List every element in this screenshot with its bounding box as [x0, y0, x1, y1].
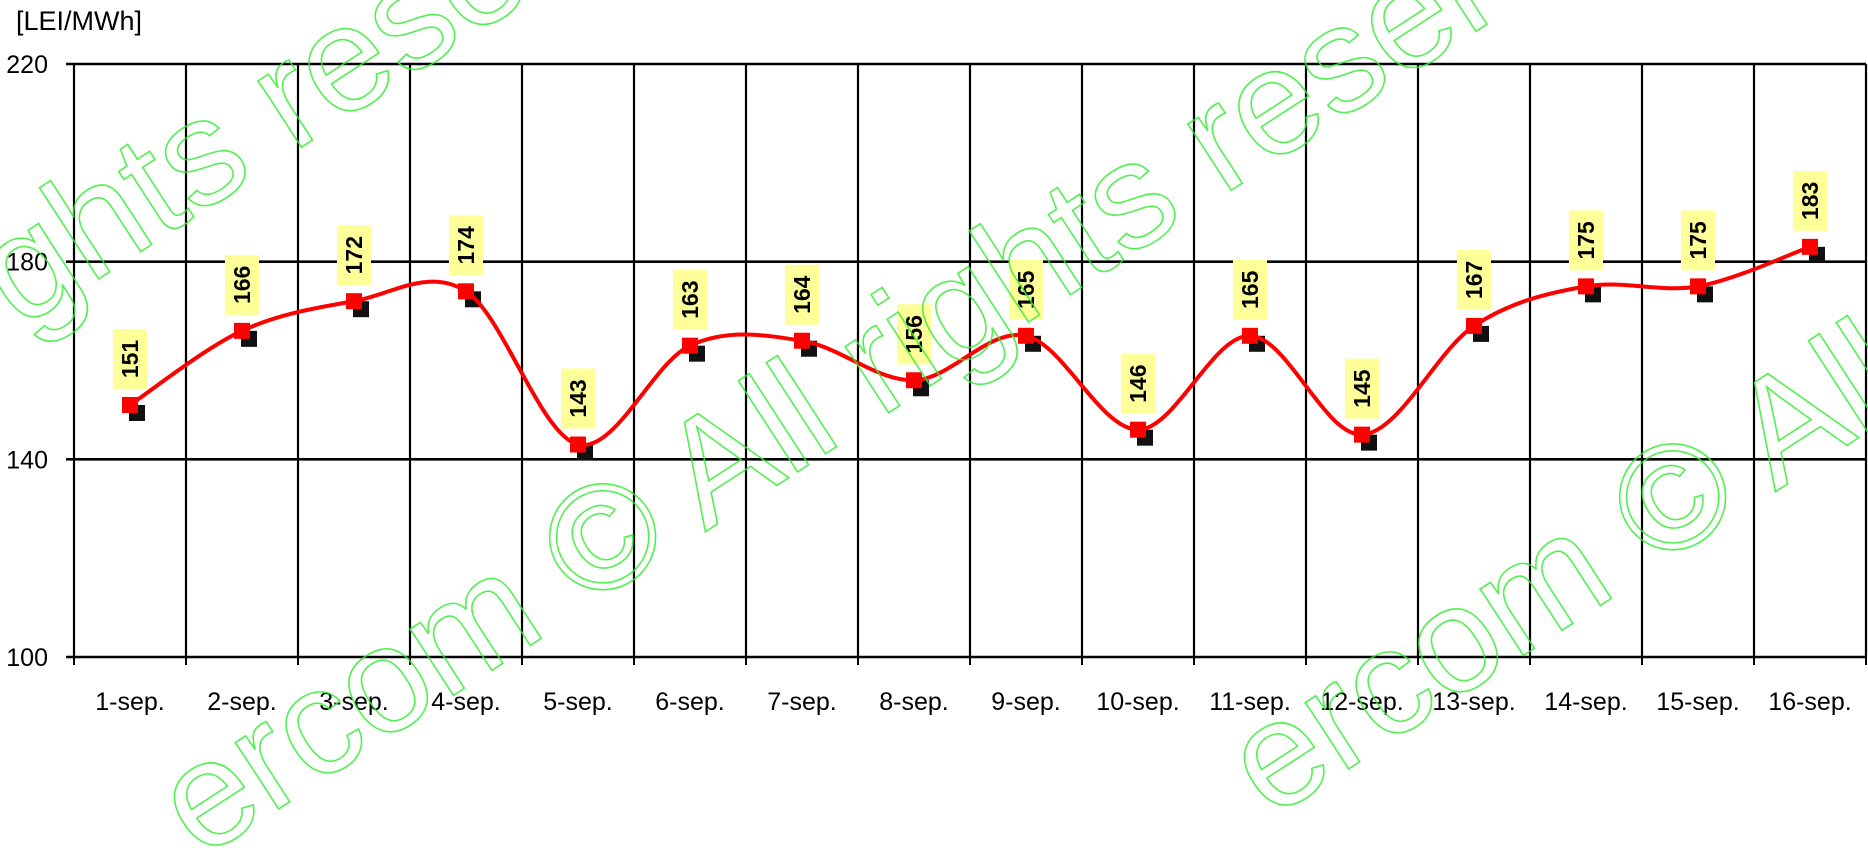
data-point-11 — [1242, 327, 1258, 344]
data-point-12 — [1354, 426, 1370, 443]
data-label-box-13 — [1457, 249, 1491, 310]
data-label-box-14 — [1569, 210, 1603, 271]
data-label-box-7 — [785, 264, 819, 325]
data-point-15 — [1690, 278, 1706, 295]
data-label-2: 166 — [225, 254, 259, 315]
data-label-8: 156 — [897, 304, 931, 365]
data-point-7 — [794, 332, 810, 349]
y-tick-label-220: 220 — [6, 51, 48, 79]
data-label-box-4 — [449, 215, 483, 276]
series-layer — [122, 238, 1825, 461]
data-point-10 — [1130, 421, 1146, 438]
data-label-10: 146 — [1121, 353, 1155, 414]
x-tick-label-12: 12-sep. — [1320, 688, 1403, 716]
y-tick-label-180: 180 — [6, 249, 48, 277]
x-tick-label-7: 7-sep. — [767, 688, 836, 716]
data-label-3: 172 — [337, 225, 371, 286]
x-tick-label-10: 10-sep. — [1096, 688, 1179, 716]
x-tick-label-13: 13-sep. — [1432, 688, 1515, 716]
data-point-8 — [906, 372, 922, 389]
x-tick-label-9: 9-sep. — [991, 688, 1060, 716]
data-point-2 — [234, 322, 250, 339]
x-tick-label-8: 8-sep. — [879, 688, 948, 716]
data-point-4 — [458, 283, 474, 300]
data-point-6 — [682, 337, 698, 354]
data-label-box-9 — [1009, 259, 1043, 320]
data-label-7: 164 — [785, 264, 819, 325]
x-tick-label-2: 2-sep. — [207, 688, 276, 716]
y-tick-label-100: 100 — [6, 644, 48, 672]
watermark-text-1: ghts reserv — [0, 0, 660, 357]
x-tick-label-5: 5-sep. — [543, 688, 612, 716]
data-label-text-11: 165 — [1237, 270, 1263, 309]
data-label-box-6 — [673, 269, 707, 330]
x-tick-label-15: 15-sep. — [1656, 688, 1739, 716]
grid-layer — [66, 62, 1868, 659]
data-label-16: 183 — [1793, 170, 1827, 231]
data-label-box-16 — [1793, 170, 1827, 231]
series-line — [128, 244, 1811, 447]
data-label-text-8: 156 — [901, 315, 927, 353]
data-label-15: 175 — [1681, 210, 1715, 271]
data-point-5 — [570, 436, 586, 453]
x-tick-label-1: 1-sep. — [95, 688, 164, 716]
x-tick-label-3: 3-sep. — [319, 688, 388, 716]
y-axis-label: [LEI/MWh] — [16, 6, 142, 36]
data-point-3 — [346, 293, 362, 310]
data-label-text-3: 172 — [341, 236, 367, 274]
data-label-5: 143 — [561, 368, 595, 429]
data-label-12: 145 — [1345, 358, 1379, 419]
data-label-box-11 — [1233, 259, 1267, 320]
data-label-text-4: 174 — [453, 226, 479, 265]
data-label-4: 174 — [449, 215, 483, 276]
data-label-text-10: 146 — [1125, 364, 1151, 402]
data-point-1 — [122, 396, 138, 413]
data-label-layer: 151 166 172 174 143 163 164 156 165 146 165 145 167 1… — [113, 170, 1827, 429]
x-tick-label-6: 6-sep. — [655, 688, 724, 716]
data-label-box-15 — [1681, 210, 1715, 271]
data-label-9: 165 — [1009, 259, 1043, 320]
data-label-11: 165 — [1233, 259, 1267, 320]
data-label-6: 163 — [673, 269, 707, 330]
data-label-box-10 — [1121, 353, 1155, 414]
data-label-text-7: 164 — [789, 275, 815, 314]
data-label-text-13: 167 — [1461, 261, 1487, 299]
data-point-16 — [1802, 238, 1818, 255]
axis-layer: 100 140 180 220 1-sep. 2-sep. 3-sep. 4-sep. 5-se… — [6, 51, 1867, 716]
data-label-text-5: 143 — [565, 379, 591, 417]
data-label-box-3 — [337, 225, 371, 286]
data-point-9 — [1018, 327, 1034, 344]
y-tick-label-140: 140 — [6, 446, 48, 474]
data-label-text-14: 175 — [1573, 221, 1599, 260]
data-label-13: 167 — [1457, 249, 1491, 310]
x-tick-label-16: 16-sep. — [1768, 688, 1851, 716]
data-label-box-2 — [225, 254, 259, 315]
data-label-text-16: 183 — [1797, 182, 1823, 220]
data-label-1: 151 — [113, 328, 147, 389]
x-tick-label-4: 4-sep. — [431, 688, 500, 716]
data-label-text-2: 166 — [229, 266, 255, 304]
x-tick-label-14: 14-sep. — [1544, 688, 1627, 716]
data-point-14 — [1578, 278, 1594, 295]
data-point-13 — [1466, 317, 1482, 334]
data-label-text-12: 145 — [1349, 369, 1375, 408]
data-label-box-8 — [897, 304, 931, 365]
data-label-box-12 — [1345, 358, 1379, 419]
data-label-14: 175 — [1569, 210, 1603, 271]
x-tick-label-11: 11-sep. — [1209, 688, 1291, 716]
data-label-box-1 — [113, 328, 147, 389]
data-label-text-9: 165 — [1013, 270, 1039, 309]
data-label-text-1: 151 — [117, 340, 143, 379]
data-label-text-15: 175 — [1685, 221, 1711, 260]
data-label-box-5 — [561, 368, 595, 429]
data-label-text-6: 163 — [677, 280, 703, 318]
